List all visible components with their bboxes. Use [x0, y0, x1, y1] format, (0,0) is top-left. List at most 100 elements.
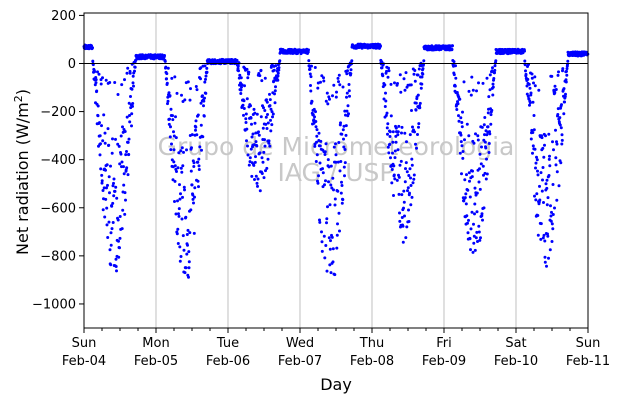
data-point — [185, 148, 188, 152]
data-point — [309, 89, 313, 93]
data-point — [96, 114, 100, 118]
data-point — [268, 144, 272, 148]
data-point — [405, 170, 409, 174]
data-point — [113, 81, 117, 84]
data-point — [550, 222, 554, 226]
data-point — [263, 138, 266, 142]
data-point — [111, 201, 115, 205]
data-point — [529, 137, 533, 141]
data-point — [547, 132, 551, 136]
data-point — [273, 101, 277, 105]
data-point — [461, 150, 465, 153]
data-point — [547, 256, 550, 260]
data-point — [311, 113, 315, 117]
data-point — [255, 112, 259, 116]
data-point — [258, 151, 262, 155]
data-point — [487, 151, 491, 154]
data-point — [186, 80, 190, 84]
data-point — [394, 126, 398, 130]
data-point — [407, 220, 411, 223]
data-point — [547, 157, 551, 161]
data-points — [82, 42, 590, 279]
data-point — [130, 124, 133, 128]
data-point — [250, 122, 253, 126]
data-point — [314, 125, 318, 129]
data-point — [261, 126, 265, 130]
data-point — [191, 193, 195, 197]
data-point — [483, 133, 486, 137]
data-point — [466, 231, 470, 235]
data-point — [308, 72, 312, 76]
data-point — [254, 174, 258, 178]
data-point — [129, 95, 132, 98]
data-point — [390, 181, 394, 185]
data-point — [396, 130, 400, 134]
data-point — [528, 86, 532, 90]
data-point — [277, 68, 281, 72]
data-point — [257, 130, 260, 134]
data-point — [336, 189, 340, 193]
data-point — [118, 215, 122, 218]
data-point — [197, 168, 201, 171]
data-point — [543, 260, 547, 264]
data-point — [166, 99, 170, 103]
data-point — [108, 191, 111, 195]
data-point — [307, 59, 311, 63]
data-point — [168, 135, 172, 139]
data-point — [545, 203, 549, 207]
data-point — [185, 252, 189, 256]
data-point — [337, 211, 341, 215]
data-point — [125, 115, 129, 119]
data-point — [123, 130, 127, 133]
data-point — [201, 94, 204, 98]
data-point — [545, 186, 549, 190]
data-point — [183, 98, 187, 102]
data-point — [457, 114, 460, 118]
data-point — [202, 104, 205, 108]
data-point — [177, 214, 181, 218]
data-point — [329, 164, 333, 168]
x-tick-day: Sun — [576, 336, 601, 351]
data-point — [492, 77, 496, 80]
data-point — [320, 74, 324, 78]
data-point — [181, 164, 185, 168]
data-point — [204, 91, 208, 95]
data-point — [168, 94, 172, 98]
data-point — [193, 186, 197, 190]
data-point — [523, 59, 527, 63]
data-point — [193, 195, 196, 199]
data-point — [332, 188, 335, 192]
data-point — [532, 128, 536, 132]
data-point — [485, 76, 489, 80]
data-point — [391, 130, 395, 134]
data-point — [176, 242, 180, 245]
data-point — [560, 142, 564, 146]
data-point — [385, 126, 389, 130]
data-point — [313, 144, 317, 148]
data-point — [174, 212, 178, 216]
data-point — [535, 155, 538, 159]
data-point — [255, 181, 259, 185]
data-point — [102, 186, 106, 190]
data-point — [269, 129, 273, 133]
data-point — [530, 76, 534, 80]
data-point — [466, 188, 470, 192]
data-point — [461, 110, 464, 114]
data-point — [389, 82, 393, 86]
data-point — [308, 67, 312, 71]
data-point — [307, 48, 310, 52]
data-point — [459, 140, 463, 144]
data-point — [126, 66, 130, 70]
data-point — [337, 73, 341, 77]
data-point — [260, 172, 264, 175]
data-point — [474, 236, 478, 240]
data-point — [331, 176, 335, 180]
data-point — [197, 157, 201, 161]
data-point — [539, 171, 543, 175]
data-point — [261, 160, 265, 164]
data-point — [103, 131, 107, 135]
data-point — [462, 199, 466, 203]
data-point — [556, 73, 560, 77]
data-point — [263, 109, 267, 112]
data-point — [383, 83, 387, 87]
